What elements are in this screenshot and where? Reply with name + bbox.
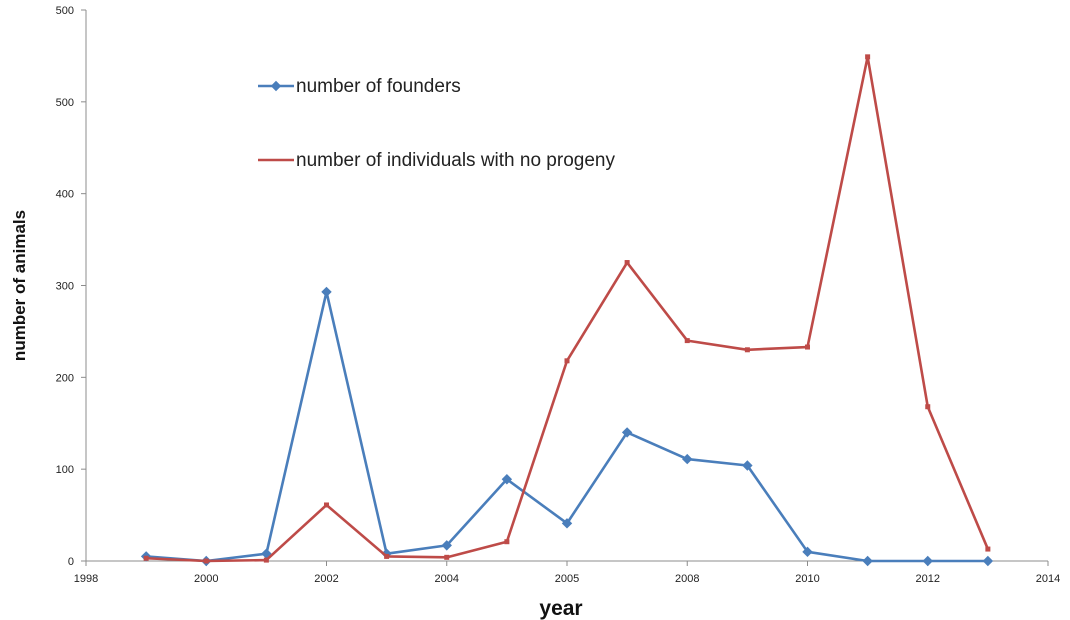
x-tick-label: 2008	[675, 573, 699, 585]
data-point	[203, 558, 209, 564]
axes	[81, 9, 1049, 566]
legend-swatch-marker	[270, 80, 282, 92]
data-point	[384, 553, 390, 559]
series-lines	[140, 54, 994, 567]
data-point	[682, 453, 693, 465]
data-point	[742, 460, 753, 471]
data-point	[865, 54, 871, 60]
series-1	[140, 286, 994, 567]
x-tick-label: 2000	[194, 573, 218, 585]
data-point	[624, 260, 630, 266]
data-point	[684, 338, 690, 344]
data-point	[982, 555, 994, 567]
x-tick-label: 2014	[1036, 573, 1060, 585]
y-tick-label: 500	[56, 5, 74, 17]
x-axis-title: year	[539, 597, 582, 620]
series-line	[144, 55, 990, 563]
tick-labels: 1998 2000 2002 2004 2005 2008 2010 2012 2014 0 100…	[56, 5, 1061, 585]
series-2	[143, 54, 991, 564]
data-point	[621, 427, 633, 438]
legend: number of founders number of individuals …	[258, 76, 615, 171]
data-point	[802, 546, 813, 558]
legend-entry: number of founders	[258, 76, 461, 97]
x-tick-label: 2005	[555, 573, 579, 585]
data-point	[143, 555, 149, 561]
data-point	[321, 286, 332, 298]
y-tick-label: 500	[56, 97, 74, 109]
data-point	[922, 555, 933, 567]
data-point	[263, 557, 269, 563]
data-point	[985, 546, 991, 552]
data-point	[805, 344, 810, 350]
data-point	[862, 555, 873, 567]
y-tick-label: 100	[56, 464, 74, 476]
data-point	[324, 502, 329, 508]
data-point	[504, 539, 510, 545]
x-tick-label: 2012	[916, 573, 940, 585]
x-tick-label: 2002	[314, 573, 338, 585]
x-tick-label: 1998	[74, 573, 98, 585]
data-point	[501, 474, 513, 485]
data-point	[564, 358, 570, 364]
y-tick-label: 200	[56, 372, 74, 384]
data-point	[441, 540, 452, 551]
y-axis-title: number of animals	[10, 210, 29, 361]
legend-entry: number of individuals with no progeny	[258, 150, 615, 171]
y-tick-label: 0	[68, 556, 74, 568]
x-tick-label: 2004	[435, 573, 459, 585]
y-tick-label: 300	[56, 281, 74, 293]
data-point	[925, 404, 931, 410]
y-tick-label: 400	[56, 189, 74, 201]
data-point	[744, 347, 750, 353]
data-point	[561, 518, 573, 529]
legend-label: number of individuals with no progeny	[296, 150, 615, 171]
legend-label: number of founders	[296, 76, 461, 97]
data-point	[444, 554, 450, 560]
x-tick-label: 2010	[795, 573, 819, 585]
